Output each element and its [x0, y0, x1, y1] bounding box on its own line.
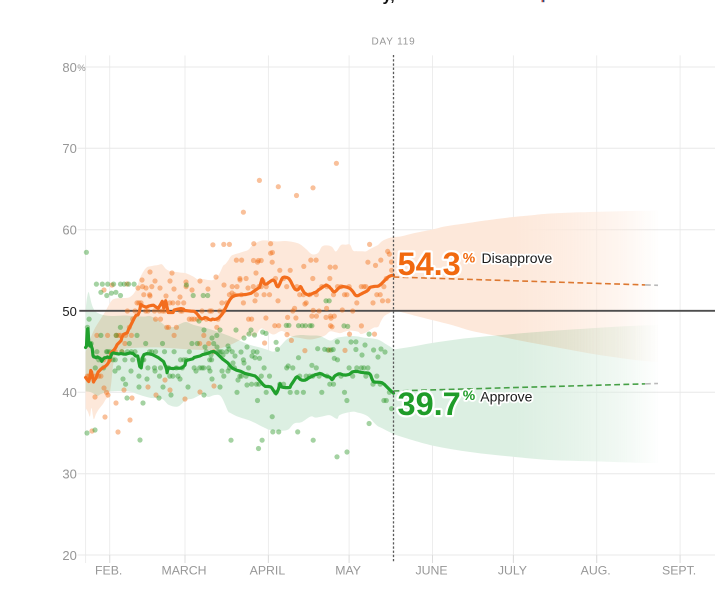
svg-text:50: 50 — [62, 304, 76, 319]
svg-text:JUNE: JUNE — [415, 564, 447, 578]
svg-text:Approve: Approve — [480, 388, 532, 404]
svg-text:30: 30 — [62, 467, 76, 482]
svg-text:JULY: JULY — [498, 564, 527, 578]
svg-text:AUG.: AUG. — [581, 564, 611, 578]
svg-text:APRIL: APRIL — [250, 564, 286, 578]
svg-text:54.3: 54.3 — [398, 246, 461, 282]
svg-text:MAY: MAY — [335, 564, 361, 578]
svg-text:SEPT.: SEPT. — [662, 564, 696, 578]
svg-text:%: % — [463, 249, 476, 265]
svg-text:%: % — [77, 63, 86, 74]
svg-text:20: 20 — [62, 548, 76, 563]
svg-text:80: 80 — [62, 60, 76, 75]
svg-text:y,: y, — [383, 0, 395, 5]
svg-text:60: 60 — [62, 223, 76, 238]
svg-text:MARCH: MARCH — [161, 564, 206, 578]
svg-text:DAY 119: DAY 119 — [372, 37, 416, 48]
svg-text:70: 70 — [62, 141, 76, 156]
svg-text:%: % — [463, 387, 476, 403]
svg-text:39.7: 39.7 — [398, 386, 461, 422]
svg-text:FEB.: FEB. — [95, 564, 122, 578]
svg-text:Disapprove: Disapprove — [482, 250, 553, 266]
svg-text:40: 40 — [62, 385, 76, 400]
